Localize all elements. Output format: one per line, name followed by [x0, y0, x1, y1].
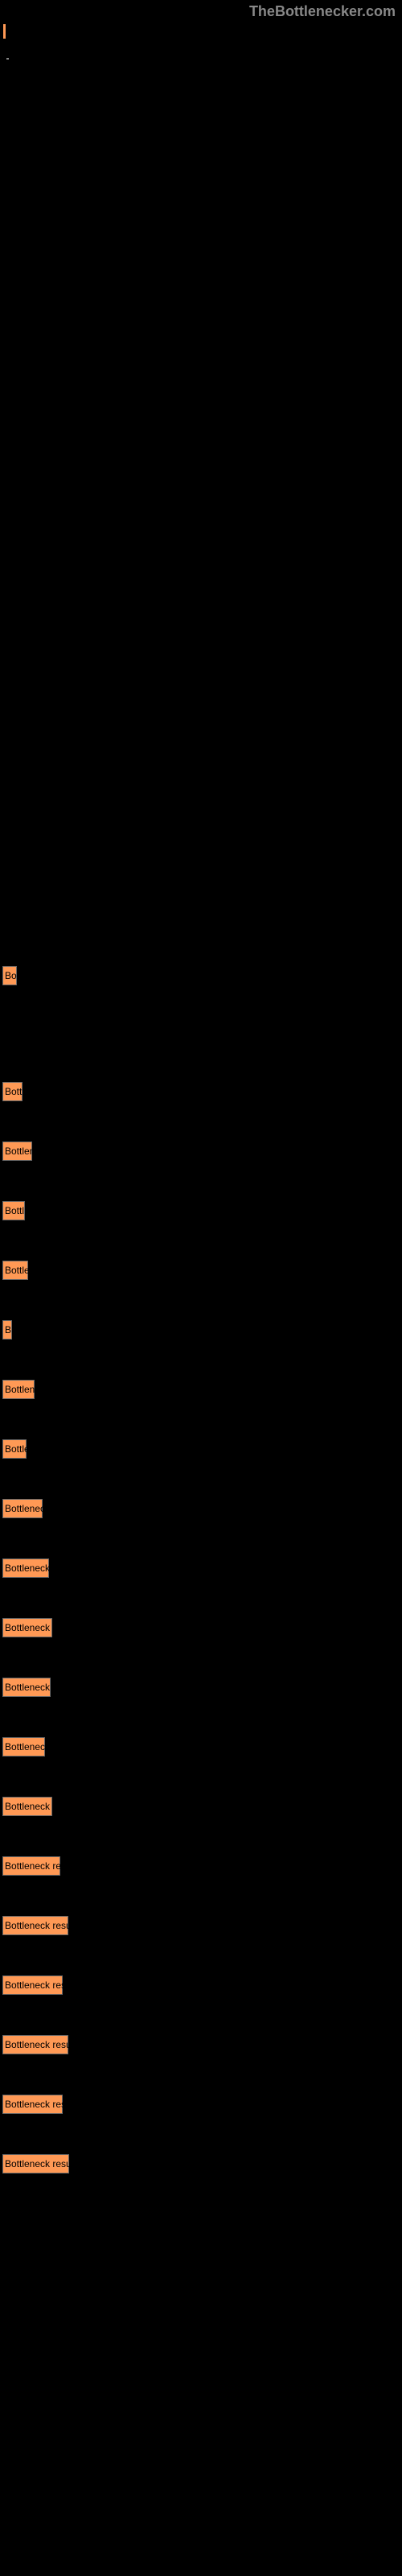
chart-bar: Bottleneck result — [2, 2035, 68, 2054]
chart-row: Bottleneck result — [0, 2035, 402, 2054]
chart-bar: Bottleneck result — [2, 2095, 63, 2114]
chart-bar: Bottleneck result — [2, 1975, 63, 1995]
chart-row: Bottlene — [0, 1141, 402, 1161]
chart-bar: Bottleneck resu — [2, 1678, 51, 1697]
chart-row: Bottleneck re — [0, 1499, 402, 1518]
chart-bar: Bo — [2, 966, 17, 985]
chart-bar: Bottleneck result i — [2, 1916, 68, 1935]
chart-row: Bottleneck result — [0, 2154, 402, 2174]
chart-bar: Bottleneck res — [2, 1558, 49, 1578]
chart-bar: Bottlen — [2, 1261, 28, 1280]
bottleneck-chart: Bo Bottl Bottlene Bottl Bottlen B Bottlene Bott… — [0, 966, 402, 2214]
chart-bar: Bottleneck re — [2, 1499, 43, 1518]
chart-row: Bottleneck — [0, 1737, 402, 1757]
chart-row: Bottleneck resul — [0, 1797, 402, 1816]
chart-row: Bottleneck result — [0, 1856, 402, 1876]
chart-bar: Bottleneck resul — [2, 1797, 52, 1816]
chart-row: Bottleneck resu — [0, 1678, 402, 1697]
dash-mark — [6, 58, 9, 60]
chart-row: Bo — [0, 966, 402, 985]
chart-row: Bottleneck result — [0, 2095, 402, 2114]
chart-row: Bottleneck resu — [0, 1618, 402, 1637]
chart-bar: Bottleneck resu — [2, 1618, 52, 1637]
chart-bar: B — [2, 1320, 12, 1340]
chart-row: Bottlene — [0, 1380, 402, 1399]
chart-row: Bottl — [0, 1201, 402, 1220]
accent-bar-top — [3, 24, 6, 39]
chart-bar: Bottleneck result — [2, 1856, 60, 1876]
chart-bar: Bottleneck result — [2, 2154, 69, 2174]
chart-row: Bottl — [0, 1082, 402, 1101]
chart-bar: Bottle — [2, 1439, 27, 1459]
chart-row: B — [0, 1320, 402, 1340]
chart-row: Bottlen — [0, 1261, 402, 1280]
chart-bar: Bottl — [2, 1201, 25, 1220]
chart-row: Bottle — [0, 1439, 402, 1459]
chart-row: Bottleneck result — [0, 1975, 402, 1995]
chart-row: Bottleneck res — [0, 1558, 402, 1578]
chart-row: Bottleneck result i — [0, 1916, 402, 1935]
watermark-text: TheBottlenecker.com — [249, 3, 396, 20]
chart-bar: Bottl — [2, 1082, 23, 1101]
chart-bar: Bottleneck — [2, 1737, 45, 1757]
chart-bar: Bottlene — [2, 1380, 35, 1399]
chart-bar: Bottlene — [2, 1141, 32, 1161]
